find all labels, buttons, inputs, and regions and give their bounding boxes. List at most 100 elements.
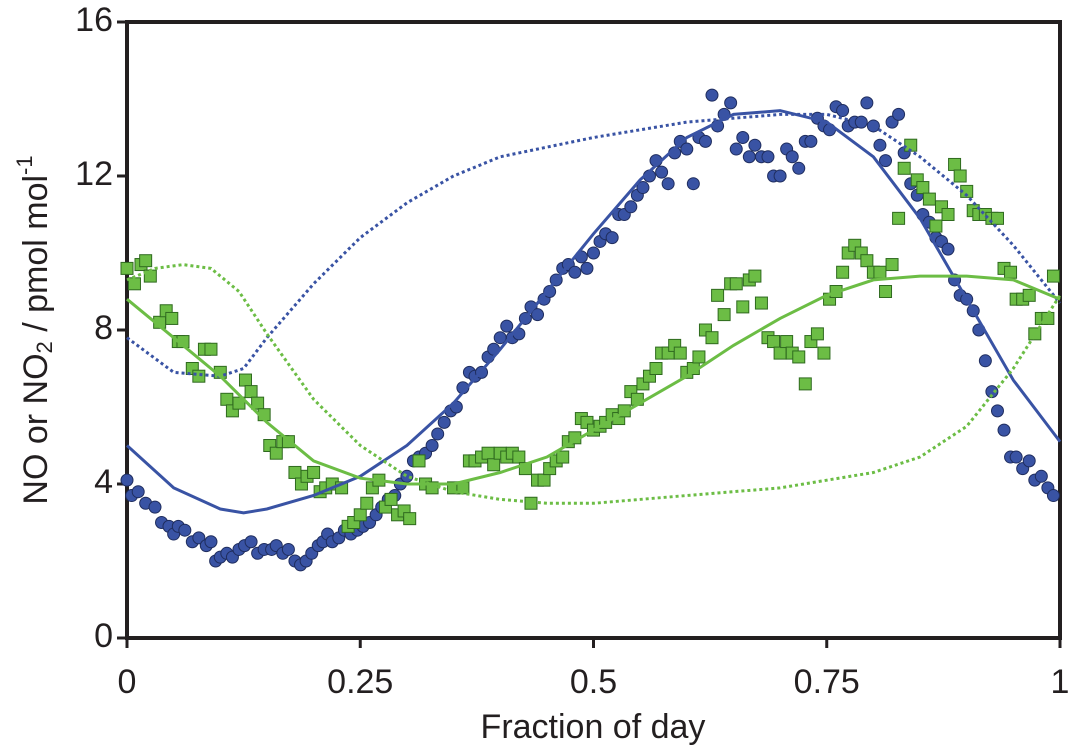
circle-marker xyxy=(729,142,743,156)
dotted-line xyxy=(126,263,1062,505)
square-marker xyxy=(736,300,750,314)
y-tick-label: 12 xyxy=(75,155,113,193)
circle-marker xyxy=(742,150,756,164)
square-marker xyxy=(754,296,768,310)
square-marker xyxy=(885,258,899,272)
square-marker xyxy=(220,392,234,406)
circle-marker xyxy=(985,385,999,399)
y-tick-label: 16 xyxy=(75,1,113,39)
square-marker xyxy=(879,285,893,298)
circle-marker xyxy=(204,535,218,549)
square-marker xyxy=(238,373,252,387)
circle-marker xyxy=(792,161,806,175)
square-marker xyxy=(412,454,426,468)
circle-marker xyxy=(531,308,545,322)
circle-marker xyxy=(568,265,582,279)
circle-marker xyxy=(866,119,880,133)
square-marker xyxy=(403,512,417,526)
square-marker xyxy=(717,308,731,322)
circle-marker xyxy=(244,535,258,549)
circle-marker xyxy=(892,107,906,121)
circle-marker xyxy=(624,200,638,214)
square-marker xyxy=(817,346,831,360)
y-label-part: NO or NO xyxy=(17,353,55,504)
square-marker xyxy=(1046,269,1060,283)
square-marker xyxy=(948,157,962,171)
square-marker xyxy=(481,446,495,460)
circle-marker xyxy=(425,439,439,452)
y-label-subscript: 2 xyxy=(32,341,57,353)
circle-marker xyxy=(131,485,145,499)
circle-marker xyxy=(978,354,992,368)
circle-marker xyxy=(655,165,669,179)
circle-marker xyxy=(661,177,675,191)
circle-marker xyxy=(748,138,762,152)
x-tick-label: 0.25 xyxy=(327,663,393,701)
square-marker xyxy=(353,508,367,522)
square-marker xyxy=(1022,288,1036,302)
square-marker xyxy=(360,496,374,510)
square-marker xyxy=(232,396,246,410)
circle-marker xyxy=(836,104,850,118)
square-marker xyxy=(127,277,141,291)
square-marker xyxy=(767,335,781,349)
circle-marker xyxy=(990,404,1004,418)
circle-marker xyxy=(431,427,445,441)
square-marker xyxy=(892,211,906,225)
square-marker xyxy=(711,288,725,302)
circle-marker xyxy=(804,134,818,148)
square-marker xyxy=(773,346,787,360)
square-marker xyxy=(780,335,794,349)
fit-line xyxy=(125,109,1062,515)
x-tick-label: 1 xyxy=(1051,663,1069,701)
square-marker xyxy=(139,254,153,268)
circle-marker xyxy=(605,231,619,245)
square-marker xyxy=(251,396,265,410)
square-marker xyxy=(916,181,930,195)
circle-marker xyxy=(437,415,451,429)
square-marker xyxy=(798,377,812,391)
circle-marker xyxy=(761,150,775,164)
circle-marker xyxy=(860,96,874,110)
square-marker xyxy=(929,219,943,233)
circle-marker xyxy=(724,96,738,110)
circle-marker xyxy=(148,500,162,514)
square-marker xyxy=(288,465,302,479)
x-axis-label: Fraction of day xyxy=(481,708,706,746)
square-marker xyxy=(705,331,719,345)
circle-marker xyxy=(736,131,750,144)
circle-marker xyxy=(773,169,787,183)
circle-marker xyxy=(281,542,295,556)
circle-marker xyxy=(680,142,694,156)
circle-marker xyxy=(543,285,557,298)
square-marker xyxy=(792,350,806,364)
circle-marker xyxy=(705,88,719,102)
square-marker xyxy=(860,254,874,268)
square-marker xyxy=(120,261,134,275)
square-marker xyxy=(692,350,706,364)
fit-line xyxy=(126,274,1061,486)
square-marker xyxy=(1004,265,1018,279)
square-marker xyxy=(192,369,206,383)
y-tick-label: 4 xyxy=(94,463,113,501)
square-marker xyxy=(873,265,887,279)
square-marker xyxy=(941,208,955,221)
x-tick-label: 0 xyxy=(118,663,137,701)
circle-marker xyxy=(587,246,600,260)
x-tick-label: 0.75 xyxy=(794,663,860,701)
circle-marker xyxy=(120,473,134,487)
circle-marker xyxy=(178,523,192,537)
y-axis-label: NO or NO2 / pmol mol-1 xyxy=(12,155,57,504)
circle-marker xyxy=(1034,469,1048,483)
circle-marker xyxy=(873,138,887,152)
y-label-superscript: -1 xyxy=(12,155,37,175)
square-marker xyxy=(487,458,501,472)
dotted-line xyxy=(126,112,1062,378)
circle-marker xyxy=(785,150,799,164)
circle-marker xyxy=(580,261,594,275)
circle-marker xyxy=(1046,489,1060,503)
square-marker xyxy=(524,496,538,510)
square-marker xyxy=(512,450,526,464)
x-tick-label: 0.5 xyxy=(570,663,617,701)
